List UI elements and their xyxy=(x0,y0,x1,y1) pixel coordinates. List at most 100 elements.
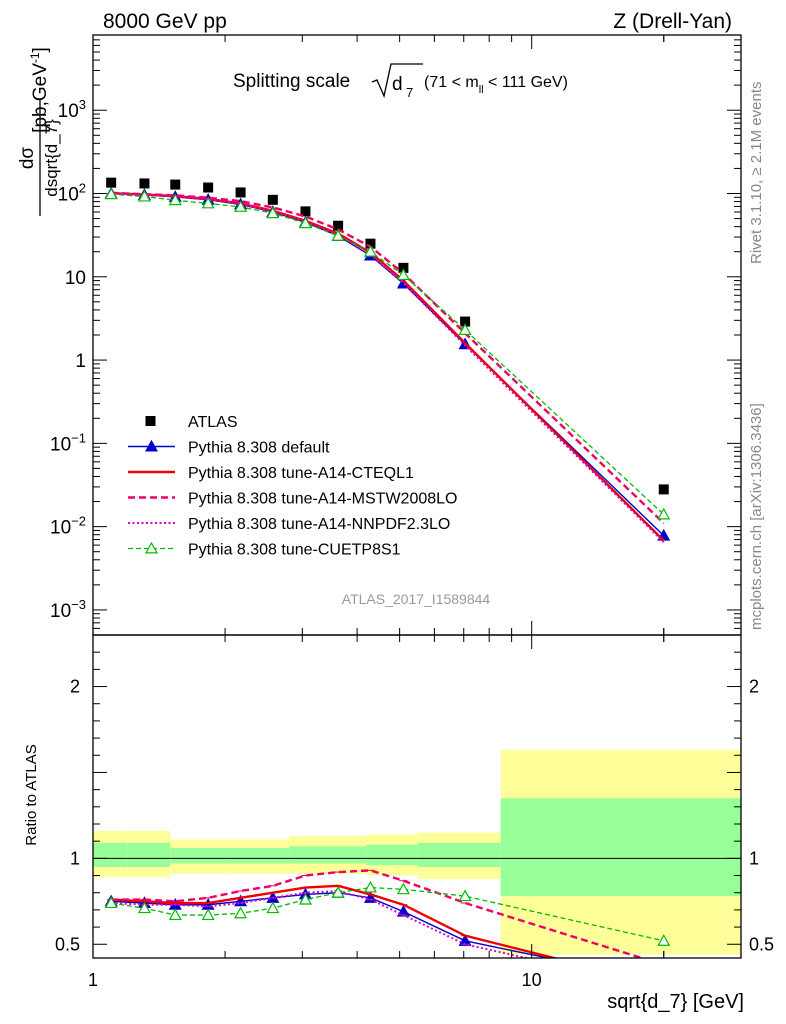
legend-label-nnpdf: Pythia 8.308 tune-A14-NNPDF2.3LO xyxy=(188,516,450,533)
legend-label-data: ATLAS xyxy=(188,414,238,431)
y-tick-label-2: 10−1 xyxy=(50,430,86,455)
ratio-line-cuetp8s1 xyxy=(111,886,664,942)
main-point-cuetp8s1-6 xyxy=(298,216,312,229)
main-point-cuetp8s1-0 xyxy=(104,187,118,200)
y-label-units-sup: -1 xyxy=(28,52,42,63)
ratio-frame xyxy=(92,634,742,959)
band-stat-4 xyxy=(289,846,367,864)
ratio-line-cteql1 xyxy=(111,884,560,958)
data-point-2 xyxy=(170,179,181,190)
data-point-6 xyxy=(300,206,311,217)
ratio-y-tick-label-left-0: 0.5 xyxy=(55,934,80,954)
y-tick-exponent: 2 xyxy=(79,181,86,196)
main-point-cuetp8s1-1 xyxy=(137,189,151,202)
y-tick-mantissa: 10 xyxy=(50,518,71,539)
y-label-units-end: ] xyxy=(30,47,51,52)
data-point-3 xyxy=(203,182,214,193)
sqrt-symbol xyxy=(371,63,423,99)
plot-title: Splitting scale xyxy=(233,71,350,92)
rivet-label: Rivet 3.1.10, ≥ 2.1M events xyxy=(748,82,765,265)
y-label-units-main: [pb,GeV xyxy=(30,63,51,133)
ratio-point-cuetp8s1-11 xyxy=(657,934,671,946)
header-right: Z (Drell-Yan) xyxy=(613,10,732,33)
y-tick-label-4: 10 xyxy=(65,268,86,289)
data-point-0 xyxy=(106,177,117,188)
plot-title-var-sub: 7 xyxy=(406,85,413,100)
y-tick-exponent: −3 xyxy=(71,597,86,612)
data-point-4 xyxy=(235,187,246,198)
main-point-cuetp8s1-5 xyxy=(266,206,280,219)
legend-marker-atlas xyxy=(145,416,156,426)
main-line-default xyxy=(111,192,665,537)
data-point-5 xyxy=(267,194,278,205)
band-stat-5 xyxy=(366,844,418,866)
band-stat-3 xyxy=(225,848,290,864)
band-stat-0 xyxy=(93,842,128,867)
x-axis-label: sqrt{d_7} [GeV] xyxy=(607,991,744,1013)
legend-marker-cuetp8s1 xyxy=(144,541,159,554)
plot-title-range-b: < 111 GeV) xyxy=(484,74,568,91)
ratio-point-cuetp8s1-6 xyxy=(298,892,312,905)
ratio-point-cuetp8s1-9 xyxy=(396,882,410,895)
main-y-axis-label: dσ dsqrt{d_7} xyxy=(17,100,61,216)
main-point-cuetp8s1-7 xyxy=(331,229,345,241)
mcplots-label: mcplots.cern.ch [arXiv:1306.3436] xyxy=(748,403,765,630)
main-line-cteql1 xyxy=(111,191,665,542)
y-tick-label-3: 1 xyxy=(75,351,86,372)
data-point-8 xyxy=(365,238,376,249)
x-tick-label-0: 1 xyxy=(88,970,98,990)
y-tick-mantissa: 10 xyxy=(58,185,79,206)
ratio-y-tick-label-left-1: 1 xyxy=(70,848,80,868)
legend-label-default: Pythia 8.308 default xyxy=(188,440,330,457)
y-label-dsigma: dσ xyxy=(17,147,38,170)
y-tick-label-0: 10−3 xyxy=(50,597,86,622)
y-label-units: [pb,GeV-1] xyxy=(28,47,51,133)
ratio-point-cuetp8s1-2 xyxy=(168,908,182,921)
y-tick-label-5: 102 xyxy=(58,181,86,206)
main-point-cuetp8s1-10 xyxy=(458,323,472,335)
y-tick-mantissa: 10 xyxy=(65,268,86,289)
ratio-point-cuetp8s1-1 xyxy=(137,901,151,914)
main-line-cuetp8s1 xyxy=(111,193,665,515)
y-label-dsqrt: dsqrt{d_7} xyxy=(42,119,61,197)
main-point-cuetp8s1-4 xyxy=(234,200,248,212)
ratio-point-cuetp8s1-0 xyxy=(104,896,118,909)
plot-title-prefix: Splitting scale xyxy=(233,71,350,92)
ratio-point-cuetp8s1-5 xyxy=(266,901,280,914)
main-point-cuetp8s1-8 xyxy=(363,244,377,257)
ratio-point-cuetp8s1-7 xyxy=(331,885,345,898)
ratio-point-cuetp8s1-10 xyxy=(458,889,472,902)
band-stat-7 xyxy=(500,798,741,897)
y-tick-mantissa: 10 xyxy=(58,101,79,122)
main-panel xyxy=(104,177,671,543)
header-left: 8000 GeV pp xyxy=(103,10,227,33)
analysis-id: ATLAS_2017_I1589844 xyxy=(342,591,491,607)
x-tick-label-1: 10 xyxy=(522,970,542,990)
legend-marker-default xyxy=(144,439,159,452)
ratio-y-tick-label-left-2: 2 xyxy=(70,677,80,697)
legend-label-cuetp8s1: Pythia 8.308 tune-CUETP8S1 xyxy=(188,542,401,559)
data-point-11 xyxy=(658,484,669,495)
ratio-y-tick-label-right-2: 2 xyxy=(749,677,759,697)
y-tick-mantissa: 10 xyxy=(50,601,71,622)
main-line-nnpdf xyxy=(111,192,665,543)
y-tick-mantissa: 1 xyxy=(75,351,86,372)
ratio-bands xyxy=(93,750,741,955)
plot-title-range-a: (71 < m xyxy=(424,74,479,91)
ratio-y-tick-label-right-1: 1 xyxy=(749,848,759,868)
y-tick-label-1: 10−2 xyxy=(50,514,86,539)
ratio-panel xyxy=(104,869,671,958)
ratio-point-cuetp8s1-4 xyxy=(234,906,248,919)
band-stat-1 xyxy=(127,842,171,867)
plot-title-var: d xyxy=(392,74,403,95)
legend-label-cteql1: Pythia 8.308 tune-A14-CTEQL1 xyxy=(188,465,414,482)
y-tick-exponent: −1 xyxy=(71,430,86,445)
main-point-cuetp8s1-11 xyxy=(657,507,671,520)
data-point-1 xyxy=(139,178,150,189)
legend-label-mstw: Pythia 8.308 tune-A14-MSTW2008LO xyxy=(188,491,457,508)
data-point-7 xyxy=(333,220,344,231)
y-tick-exponent: 3 xyxy=(79,97,86,112)
ratio-y-tick-label-right-0: 0.5 xyxy=(749,934,774,954)
